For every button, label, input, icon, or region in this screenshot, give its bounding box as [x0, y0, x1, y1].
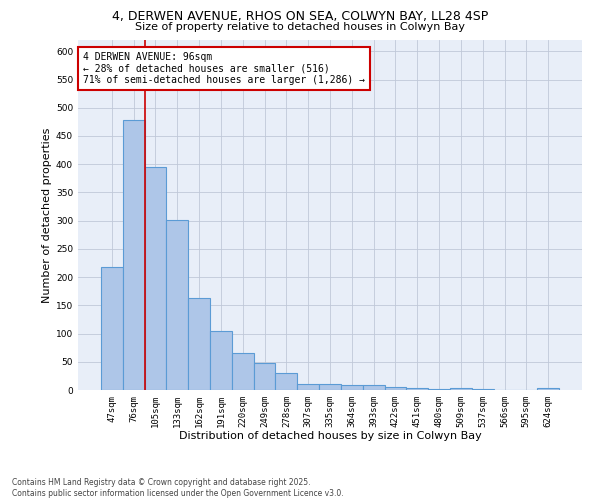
X-axis label: Distribution of detached houses by size in Colwyn Bay: Distribution of detached houses by size … [179, 432, 481, 442]
Text: Contains HM Land Registry data © Crown copyright and database right 2025.
Contai: Contains HM Land Registry data © Crown c… [12, 478, 344, 498]
Text: 4, DERWEN AVENUE, RHOS ON SEA, COLWYN BAY, LL28 4SP: 4, DERWEN AVENUE, RHOS ON SEA, COLWYN BA… [112, 10, 488, 23]
Bar [406, 388, 428, 390]
Y-axis label: Number of detached properties: Number of detached properties [42, 128, 52, 302]
Bar [210, 332, 232, 390]
Bar [428, 389, 450, 390]
Bar [537, 388, 559, 390]
Text: 4 DERWEN AVENUE: 96sqm
← 28% of detached houses are smaller (516)
71% of semi-de: 4 DERWEN AVENUE: 96sqm ← 28% of detached… [83, 52, 365, 86]
Bar [450, 388, 472, 390]
Bar [101, 267, 123, 390]
Bar [341, 385, 363, 390]
Bar [145, 167, 166, 390]
Bar [363, 385, 385, 390]
Bar [297, 384, 319, 390]
Bar [319, 384, 341, 390]
Bar [385, 387, 406, 390]
Bar [166, 220, 188, 390]
Text: Size of property relative to detached houses in Colwyn Bay: Size of property relative to detached ho… [135, 22, 465, 32]
Bar [254, 364, 275, 390]
Bar [275, 372, 297, 390]
Bar [232, 354, 254, 390]
Bar [123, 120, 145, 390]
Bar [188, 298, 210, 390]
